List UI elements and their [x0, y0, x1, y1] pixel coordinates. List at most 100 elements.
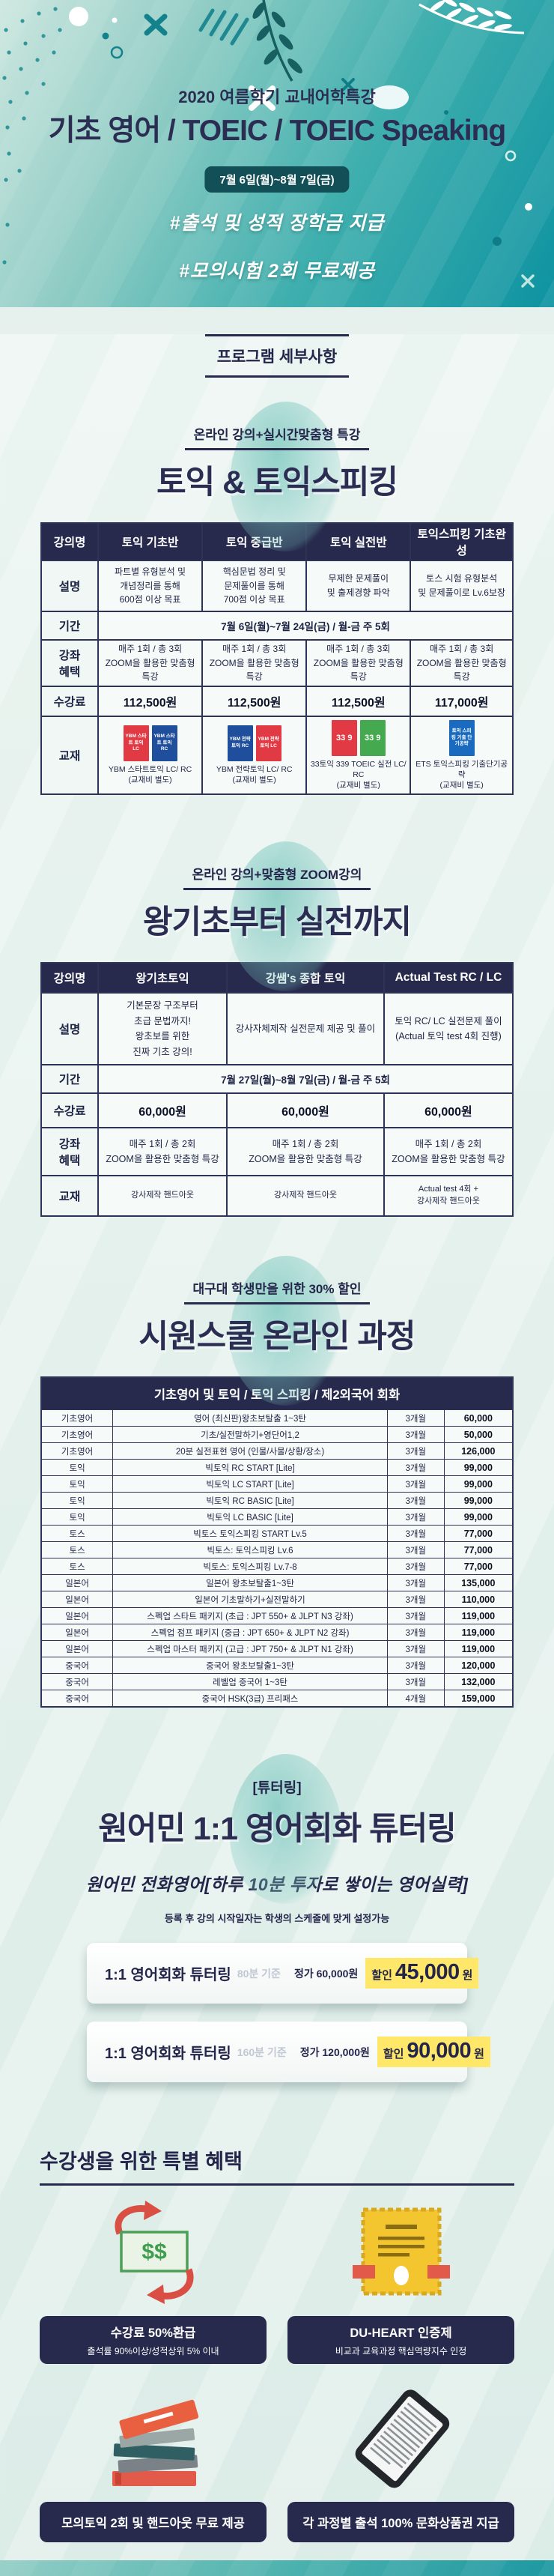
cell-category: 기초영어	[40, 1442, 114, 1460]
cell-price: 132,000	[443, 1673, 514, 1691]
cell-price: 77,000	[443, 1558, 514, 1576]
benefit-caption-box: 모의토익 2회 및 핸드아웃 무료 제공	[40, 2502, 267, 2543]
cell: 112,500원	[201, 685, 308, 717]
cell-course: 빅토스: 토익스피킹 Lv.7-8	[112, 1558, 388, 1576]
basic-table: 강의명 왕기초토익 강쌤's 종합 토익 Actual Test RC / LC…	[40, 962, 514, 1218]
basic-section-head: 온라인 강의+맞춤형 ZOOM강의 왕기초부터 실전까지	[0, 864, 554, 943]
cell-price: 159,000	[443, 1690, 514, 1708]
cell-category: 토익	[40, 1492, 114, 1510]
cell-course: 일본어 기초말하기+실전말하기	[112, 1591, 388, 1609]
certificate-icon	[352, 2190, 450, 2316]
toeic-section-head: 온라인 강의+실시간맞춤형 특강 토익 & 토익스피킹	[0, 424, 554, 503]
row-label: 수강료	[40, 685, 99, 717]
siwon-section-subtitle: 대구대 학생만을 위한 30% 할인	[183, 1278, 371, 1305]
sale-unit: 원	[462, 1969, 473, 1983]
cell-duration: 3개월	[386, 1640, 445, 1658]
book-caption: 33토익 339 TOEIC 실전 LC/ RC (교재비 별도)	[310, 759, 407, 790]
plan-name: 1:1 영어회화 튜터링	[105, 2046, 231, 2063]
cell-price: 77,000	[443, 1541, 514, 1559]
tutoring-plan-card: 1:1 영어회화 튜터링 160분 기준 정가 120,000원 할인 90,0…	[87, 2022, 490, 2083]
toeic-table: 강의명 토익 기초반 토익 중급반 토익 실전반 토익스피킹 기초완성 설명 파…	[40, 522, 514, 796]
hashtag-scholarship: #출석 및 성적 장학금 지급	[169, 213, 385, 234]
cell: YBM 스타트 토익 LC YBM 스타트 토익 RC YBM 스타트토익 LC/…	[97, 715, 204, 796]
book-caption: ETS 토익스피킹 기출단기공략 (교재비 별도)	[416, 759, 508, 790]
row-label: 교재	[40, 1175, 99, 1218]
book-cover-image: YBM 전략토익 LC	[255, 725, 281, 761]
cell-duration: 3개월	[386, 1657, 445, 1675]
cell-course: 일본어 왕초보탈출1~3탄	[112, 1574, 388, 1592]
cell-category: 일본어	[40, 1640, 114, 1658]
table-row: 수강료 60,000원 60,000원 60,000원	[40, 1092, 514, 1129]
book-cover-image: 토익 스피킹 기출 단기공략	[448, 719, 475, 756]
table-row: 강좌 혜택 매주 1회 / 총 2회 ZOOM을 활용한 맞춤형 특강 매주 1…	[40, 1127, 514, 1177]
ring-circle	[110, 46, 124, 59]
tutoring-section-title: 원어민 1:1 영어회화 튜터링	[98, 1811, 457, 1848]
cell-duration: 3개월	[386, 1607, 445, 1625]
cell-price: 119,000	[443, 1607, 514, 1625]
cell: 기본문장 구조부터 초급 문법까지! 왕초보를 위한 진짜 기초 강의!	[97, 992, 228, 1066]
benefit-title: 수강료 50%환급	[110, 2326, 196, 2341]
cell-category: 일본어	[40, 1591, 114, 1609]
table-row: 중국어 중국어 왕초보탈출1~3탄 3개월 120,000	[40, 1657, 514, 1675]
book-cover-image: YBM 스타트 토익 RC	[151, 725, 177, 761]
poster-title: 기초 영어 / TOEIC / TOEIC Speaking	[48, 115, 507, 147]
row-label: 강좌 혜택	[40, 639, 99, 687]
hero-section: 2020 여름학기 교내어학특강 기초 영어 / TOEIC / TOEIC S…	[0, 0, 554, 307]
cell-price: 99,000	[443, 1508, 514, 1526]
cell: 33 9 33 9 33토익 339 TOEIC 실전 LC/ RC (교재비 별…	[305, 715, 412, 796]
table-row: 토익 빅토익 LC BASIC [Lite] 3개월 99,000	[40, 1508, 514, 1526]
cell-duration: 3개월	[386, 1475, 445, 1493]
cell-category: 토익	[40, 1459, 114, 1477]
table-row: 교재 강사제작 핸드아웃 강사제작 핸드아웃 Actual test 4회 + …	[40, 1175, 514, 1218]
table-row: 수강료 112,500원 112,500원 112,500원 117,000원	[40, 685, 514, 717]
cell-course: 기초/실전말하기+영단어1,2	[112, 1426, 388, 1444]
white-fern	[418, 0, 525, 34]
table-row: 일본어 스펙업 마스터 패키지 (고급 : JPT 750+ & JLPT N1 …	[40, 1640, 514, 1658]
cross-mark	[144, 13, 168, 36]
cell: 60,000원	[226, 1092, 385, 1129]
cell-duration: 3개월	[386, 1525, 445, 1543]
cell-duration: 3개월	[386, 1541, 445, 1559]
header-cell: 강의명	[40, 962, 99, 994]
benefits-section: 수강생을 위한 특별 혜택 $$ 수강료 50%	[40, 2145, 514, 2543]
table-row: 중국어 레벨업 중국어 1~3탄 3개월 132,000	[40, 1673, 514, 1691]
cell-price: 119,000	[443, 1624, 514, 1642]
cell-category: 중국어	[40, 1673, 114, 1691]
plan-name: 1:1 영어회화 튜터링	[105, 1967, 231, 1984]
benefit-subtitle: 출석률 90%이상/성적상위 5% 이내	[87, 2346, 219, 2357]
event-kicker: 2020 여름학기 교내어학특강	[178, 88, 376, 106]
cell: 토익 RC/ LC 실전문제 풀이 (Actual 토익 test 4회 진행)	[383, 992, 514, 1066]
sale-price: 90,000	[407, 2039, 472, 2063]
cell-price: 99,000	[443, 1475, 514, 1493]
cell-category: 토익	[40, 1475, 114, 1493]
benefit-item: 각 과정별 출석 100% 문화상품권 지급	[287, 2376, 514, 2543]
row-label: 기간	[40, 611, 99, 641]
cell-duration: 3개월	[386, 1459, 445, 1477]
cell-course: 스펙업 스타트 패키지 (초급 : JPT 550+ & JLPT N3 강좌)	[112, 1607, 388, 1625]
cell-duration: 3개월	[386, 1442, 445, 1460]
table-row: 토익 빅토익 RC BASIC [Lite] 3개월 99,000	[40, 1492, 514, 1510]
cell-duration: 3개월	[386, 1624, 445, 1642]
cell: 강사자체제작 실전문제 제공 및 풀이	[226, 992, 385, 1066]
cell: 112,500원	[305, 685, 412, 717]
row-label: 수강료	[40, 1092, 99, 1129]
header-cell: 왕기초토익	[97, 962, 228, 994]
table-row: 강좌 혜택 매주 1회 / 총 3회 ZOOM을 활용한 맞춤형 특강 매주 1…	[40, 639, 514, 687]
book-cover-image: YBM 스타트 토익 LC	[123, 725, 149, 761]
cell: 매주 1회 / 총 2회 ZOOM을 활용한 맞춤형 특강	[383, 1127, 514, 1177]
cell-duration: 4개월	[386, 1690, 445, 1708]
cell-duration: 3개월	[386, 1409, 445, 1427]
table-row: 기초영어 20분 실전표현 영어 (인물/사물/상황/장소) 3개월 126,000	[40, 1442, 514, 1460]
row-label: 교재	[40, 715, 99, 796]
tutoring-badge: [튜터링]	[252, 1780, 302, 1797]
cell-category: 토익	[40, 1508, 114, 1526]
book-caption: YBM 전략토익 LC/ RC (교재비 별도)	[216, 764, 293, 785]
cell: 매주 1회 / 총 3회 ZOOM을 활용한 맞춤형 특강	[201, 639, 308, 687]
benefit-subtitle: 비교과 교육과정 핵심역량지수 인정	[335, 2346, 467, 2357]
toeic-section-title: 토익 & 토익스피킹	[156, 465, 398, 501]
diagonal-lines	[198, 8, 249, 46]
cell: YBM 전략토익 RC YBM 전략토익 LC YBM 전략토익 LC/ RC (…	[201, 715, 308, 796]
cell-duration: 3개월	[386, 1673, 445, 1691]
cell: 무제한 문제풀이 및 출제경향 파악	[305, 560, 412, 612]
cell-category: 일본어	[40, 1607, 114, 1625]
